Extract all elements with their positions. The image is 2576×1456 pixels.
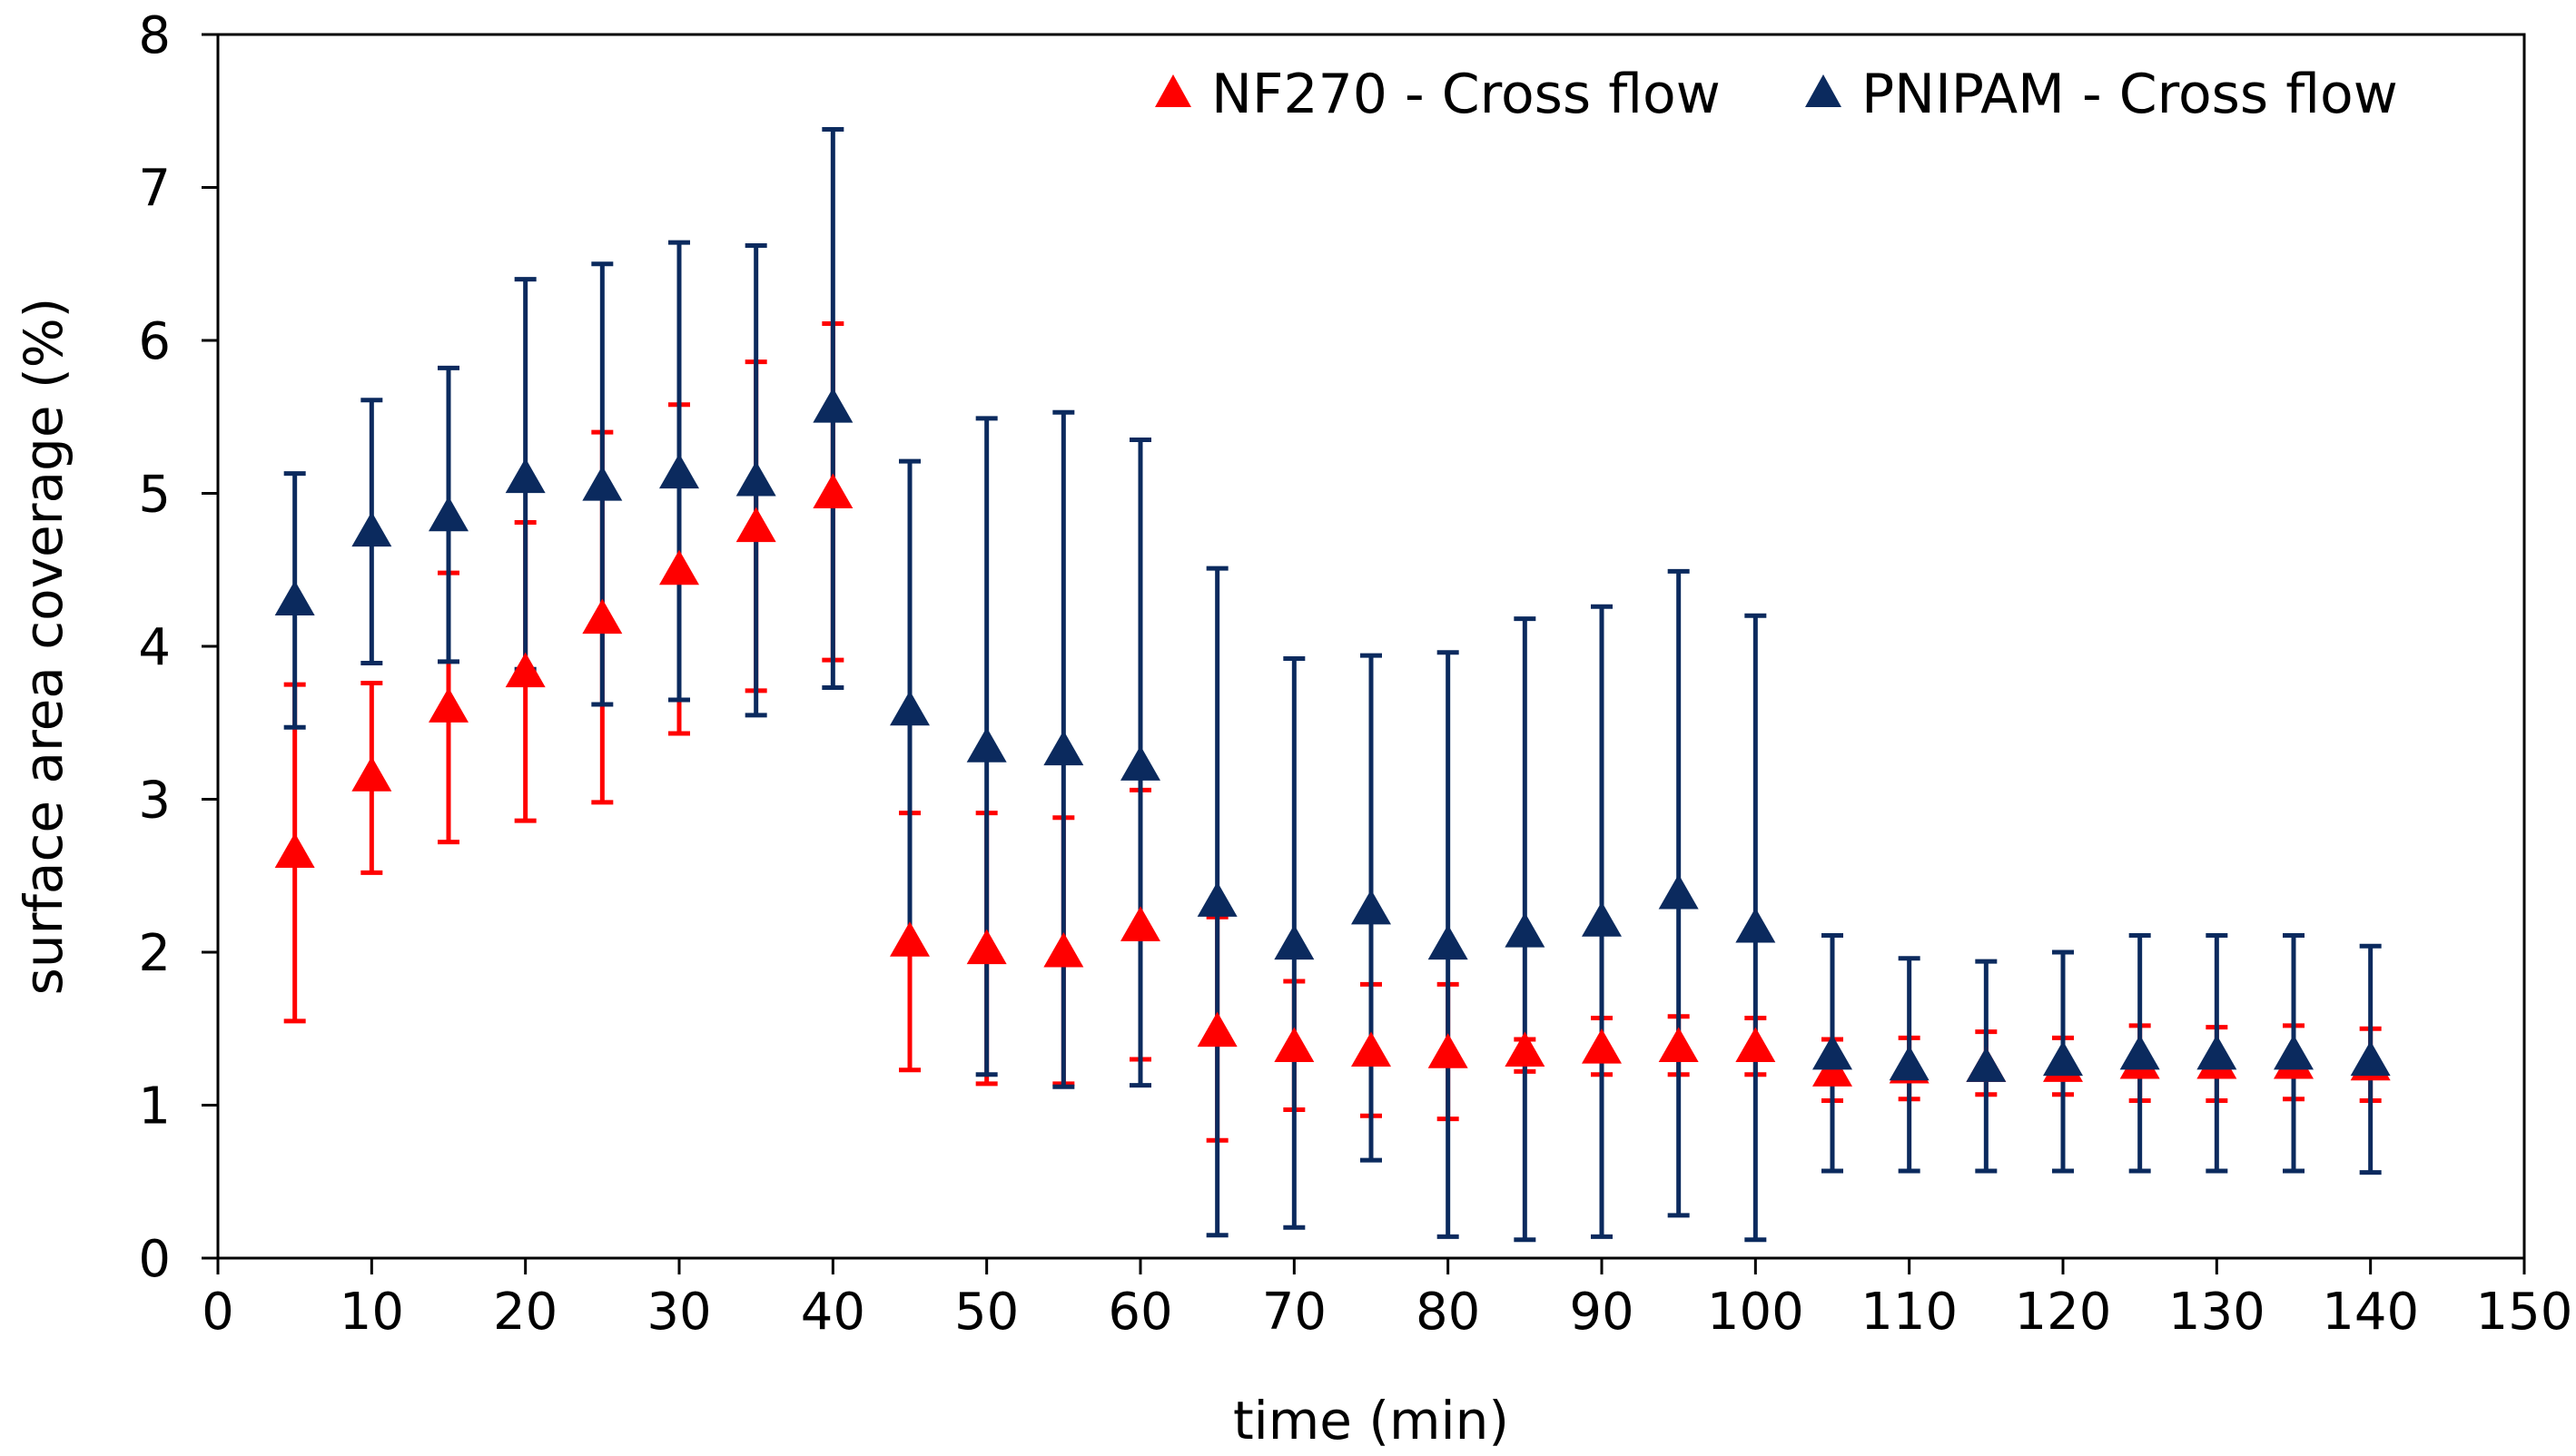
x-tick-label: 110 [1860, 1283, 1958, 1342]
marker-pnipam [735, 461, 776, 497]
marker-pnipam [1505, 912, 1545, 948]
marker-pnipam [966, 727, 1007, 762]
y-tick-label: 2 [138, 924, 171, 983]
x-tick-label: 140 [2322, 1283, 2419, 1342]
legend-marker-nf270 [1155, 74, 1191, 107]
y-axis-ticks: 0 1 2 3 4 5 6 7 8 [138, 6, 218, 1289]
marker-pnipam [1658, 873, 1699, 910]
marker-pnipam [813, 388, 854, 423]
marker-pnipam [429, 496, 469, 532]
x-tick-label: 90 [1569, 1283, 1633, 1342]
marker-nf270 [582, 598, 623, 635]
y-tick-label: 4 [138, 618, 171, 677]
marker-pnipam [1582, 901, 1622, 937]
marker-nf270 [1351, 1031, 1391, 1067]
y-tick-label: 1 [138, 1077, 171, 1136]
marker-nf270 [1735, 1027, 1776, 1062]
marker-nf270 [735, 507, 776, 543]
x-tick-label: 80 [1416, 1283, 1480, 1342]
marker-pnipam [890, 690, 930, 726]
legend-label-nf270: NF270 - Cross flow [1211, 63, 1721, 126]
marker-pnipam [1966, 1047, 2007, 1082]
x-tick-label: 10 [340, 1283, 404, 1342]
y-axis-title: surface area coverage (%) [13, 298, 74, 996]
marker-nf270 [1274, 1027, 1315, 1062]
x-tick-label: 30 [646, 1283, 711, 1342]
x-tick-label: 20 [493, 1283, 558, 1342]
marker-nf270 [813, 473, 854, 508]
marker-pnipam [1735, 908, 1776, 943]
marker-nf270 [1505, 1031, 1545, 1067]
marker-pnipam [1197, 881, 1238, 917]
marker-nf270 [1427, 1033, 1468, 1068]
x-axis-ticks: 0 10 20 30 40 50 60 70 80 90 100 110 120 130 140 150 [202, 1258, 2572, 1342]
marker-pnipam [2274, 1034, 2314, 1070]
marker-pnipam [1043, 730, 1084, 766]
x-tick-label: 50 [954, 1283, 1019, 1342]
marker-nf270 [1043, 932, 1084, 968]
x-tick-label: 120 [2015, 1283, 2112, 1342]
marker-pnipam [582, 466, 623, 501]
marker-pnipam [1889, 1045, 1930, 1081]
x-tick-label: 130 [2168, 1283, 2265, 1342]
marker-pnipam [659, 453, 699, 489]
legend: NF270 - Cross flow PNIPAM - Cross flow [1155, 63, 2398, 126]
marker-pnipam [351, 511, 392, 547]
data-markers [274, 388, 2391, 1087]
marker-pnipam [2043, 1040, 2083, 1077]
marker-nf270 [505, 652, 546, 688]
y-tick-label: 5 [138, 466, 171, 525]
y-tick-label: 0 [138, 1230, 171, 1289]
marker-nf270 [890, 921, 930, 957]
marker-pnipam [2119, 1034, 2160, 1070]
marker-pnipam [1351, 889, 1391, 925]
marker-pnipam [1427, 924, 1468, 960]
marker-pnipam [1120, 745, 1160, 781]
marker-pnipam [2196, 1034, 2237, 1070]
y-tick-label: 6 [138, 312, 171, 371]
x-tick-label: 150 [2476, 1283, 2573, 1342]
x-tick-label: 70 [1262, 1283, 1327, 1342]
marker-nf270 [966, 929, 1007, 965]
legend-marker-pnipam [1805, 74, 1841, 107]
y-tick-label: 7 [138, 160, 171, 219]
marker-pnipam [274, 580, 315, 615]
marker-pnipam [1812, 1034, 1852, 1070]
marker-nf270 [274, 832, 315, 868]
x-axis-title: time (min) [1233, 1390, 1509, 1451]
marker-pnipam [505, 457, 546, 494]
x-tick-label: 40 [801, 1283, 865, 1342]
marker-nf270 [1197, 1011, 1238, 1048]
marker-nf270 [1120, 906, 1160, 941]
x-tick-label: 0 [202, 1283, 234, 1342]
x-tick-label: 100 [1707, 1283, 1804, 1342]
marker-pnipam [1274, 924, 1315, 960]
marker-nf270 [429, 687, 469, 723]
marker-pnipam [2350, 1040, 2391, 1077]
marker-nf270 [351, 756, 392, 792]
x-tick-label: 60 [1108, 1283, 1172, 1342]
y-tick-label: 3 [138, 772, 171, 831]
y-tick-label: 8 [138, 6, 171, 65]
marker-nf270 [1582, 1028, 1622, 1064]
legend-label-pnipam: PNIPAM - Cross flow [1861, 63, 2398, 126]
marker-nf270 [659, 549, 699, 585]
marker-nf270 [1658, 1027, 1699, 1062]
